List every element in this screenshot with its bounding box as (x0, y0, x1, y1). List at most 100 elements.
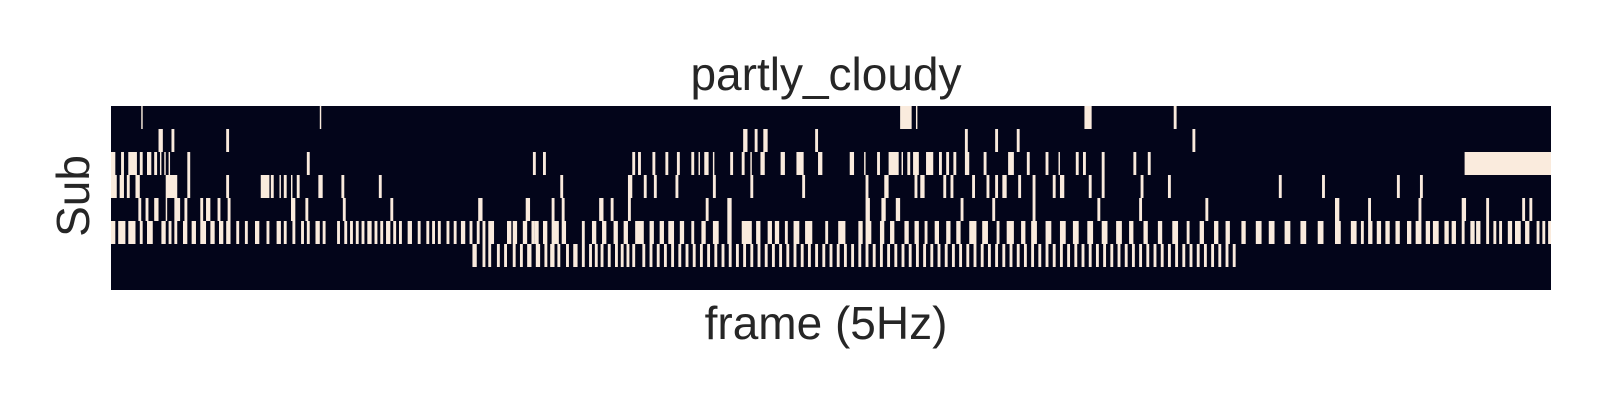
heatmap-cell (1116, 221, 1122, 244)
heatmap-cell (164, 152, 166, 175)
heatmap-cell (779, 244, 783, 267)
heatmap-cell (270, 175, 274, 198)
heatmap-cell (884, 175, 889, 198)
heatmap-cell (1211, 244, 1215, 267)
heatmap-cell (561, 198, 565, 221)
heatmap-cell (995, 244, 999, 267)
heatmap-cell (512, 244, 516, 267)
heatmap-cell (168, 221, 172, 244)
heatmap-cell (1368, 221, 1373, 244)
heatmap-cell (1451, 221, 1456, 244)
heatmap-cells (111, 106, 1551, 267)
heatmap-cell (1499, 221, 1503, 244)
heatmap-cell (1095, 244, 1099, 267)
heatmap-cell (200, 221, 207, 244)
heatmap-cell (914, 221, 919, 244)
heatmap-cell (1335, 198, 1340, 221)
heatmap-cell (236, 221, 240, 244)
heatmap-cell (887, 244, 891, 267)
heatmap-cell (344, 221, 348, 244)
heatmap-cell (764, 244, 768, 267)
heatmap-cell (1026, 152, 1030, 175)
heatmap-cell (712, 152, 715, 175)
heatmap-cell (531, 221, 535, 244)
heatmap-cell (244, 221, 248, 244)
heatmap-cell (183, 221, 188, 244)
heatmap-cell (858, 221, 863, 244)
heatmap-cell (607, 244, 611, 267)
heatmap-cell (1101, 221, 1108, 244)
heatmap-cell (632, 152, 636, 175)
heatmap-cell (620, 244, 624, 267)
heatmap-cell (802, 175, 806, 198)
heatmap-cell (796, 152, 804, 175)
heatmap-cell (1232, 244, 1236, 267)
heatmap-area (111, 106, 1551, 290)
heatmap-cell (1529, 198, 1533, 221)
heatmap-cell (1548, 221, 1551, 244)
heatmap-cell (721, 244, 725, 267)
heatmap-cell (1045, 244, 1049, 267)
heatmap-cell (656, 244, 660, 267)
heatmap-cell (983, 152, 987, 175)
heatmap-cell (1172, 221, 1179, 244)
heatmap-cell (915, 244, 919, 267)
heatmap-cell (1052, 175, 1056, 198)
heatmap-cell (322, 221, 326, 244)
heatmap-cell (730, 152, 734, 175)
heatmap-cell (534, 221, 539, 244)
heatmap-cell (807, 244, 811, 267)
heatmap-cell (557, 244, 561, 267)
heatmap-cell (1225, 244, 1229, 267)
heatmap-cell (727, 221, 732, 244)
heatmap-cell (1087, 221, 1094, 244)
heatmap-cell (217, 198, 221, 221)
heatmap-cell (581, 221, 585, 244)
heatmap-cell (960, 198, 964, 221)
heatmap-cell (544, 244, 548, 267)
heatmap-cell (1415, 221, 1422, 244)
heatmap-cell (1088, 175, 1092, 198)
heatmap-cell (589, 244, 592, 267)
heatmap-cell (851, 244, 855, 267)
heatmap-cell (1139, 244, 1143, 267)
heatmap-cell (350, 221, 353, 244)
heatmap-cell (904, 221, 909, 244)
heatmap-cell (615, 244, 618, 267)
heatmap-cell (829, 244, 833, 267)
heatmap-cell (815, 129, 819, 152)
heatmap-cell (174, 198, 181, 221)
heatmap-cell (665, 152, 669, 175)
heatmap-cell (943, 175, 947, 198)
heatmap-cell (793, 244, 797, 267)
heatmap-cell (701, 221, 706, 244)
chart-title: partly_cloudy (690, 48, 961, 100)
heatmap-cell (1214, 221, 1219, 244)
heatmap-cell (1444, 221, 1449, 244)
heatmap-cell (865, 244, 869, 267)
heatmap-cell (663, 244, 667, 267)
heatmap-cell (147, 221, 153, 244)
heatmap-cell (760, 152, 765, 175)
heatmap-cell (283, 175, 287, 198)
heatmap-cell (126, 175, 130, 198)
heatmap-cell (482, 221, 486, 244)
heatmap-cell (956, 221, 961, 244)
heatmap-cell (472, 244, 477, 267)
heatmap-cell (279, 175, 281, 198)
heatmap-cell (1002, 175, 1007, 198)
heatmap-cell (1542, 221, 1546, 244)
heatmap-cell (1376, 221, 1382, 244)
heatmap-cell (158, 129, 163, 152)
heatmap-cell (671, 244, 675, 267)
heatmap-cell (849, 152, 855, 175)
heatmap-cell (986, 175, 990, 198)
heatmap-cell (907, 152, 911, 175)
heatmap-cell (800, 244, 804, 267)
heatmap-cell (1009, 244, 1013, 267)
heatmap-cell (1182, 244, 1186, 267)
heatmap-cell (913, 152, 919, 175)
heatmap-cell (763, 129, 768, 152)
heatmap-cell (1016, 129, 1020, 152)
heatmap-cell (1284, 221, 1291, 244)
